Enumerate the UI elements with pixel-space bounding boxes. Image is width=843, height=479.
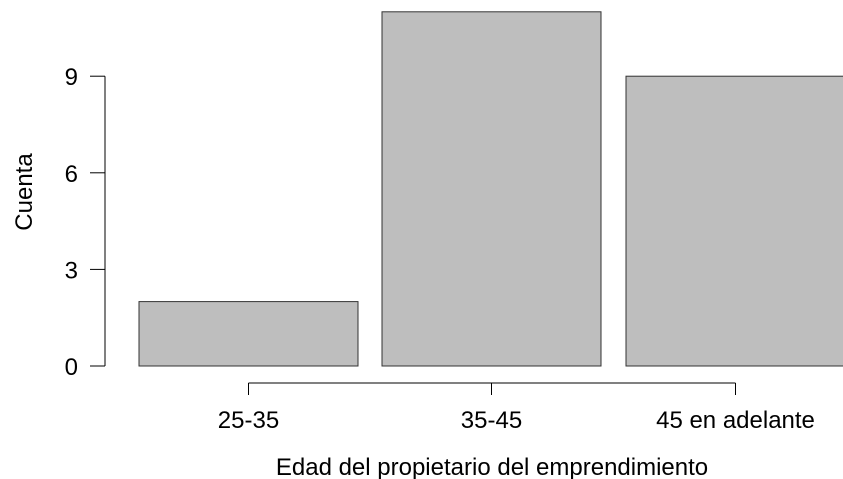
bar-25-35 — [138, 301, 359, 367]
y-axis-title: Cuenta — [11, 153, 38, 231]
x-axis-title: Edad del propietario del emprendimiento — [276, 454, 708, 479]
x-tick-label: 25-35 — [218, 407, 279, 434]
x-axis: 25-35 35-45 45 en adelante — [218, 382, 815, 434]
x-tick-label: 35-45 — [461, 407, 522, 434]
bar-45-en-adelante — [625, 75, 843, 367]
x-tick-label: 45 en adelante — [656, 407, 815, 434]
bar-35-45 — [381, 11, 602, 367]
y-tick-label: 0 — [65, 354, 78, 381]
bars — [138, 11, 843, 367]
y-tick-label: 3 — [65, 257, 78, 284]
y-tick-label: 9 — [65, 64, 78, 91]
y-tick-label: 6 — [65, 161, 78, 188]
y-axis: 0 3 6 9 — [65, 64, 106, 381]
